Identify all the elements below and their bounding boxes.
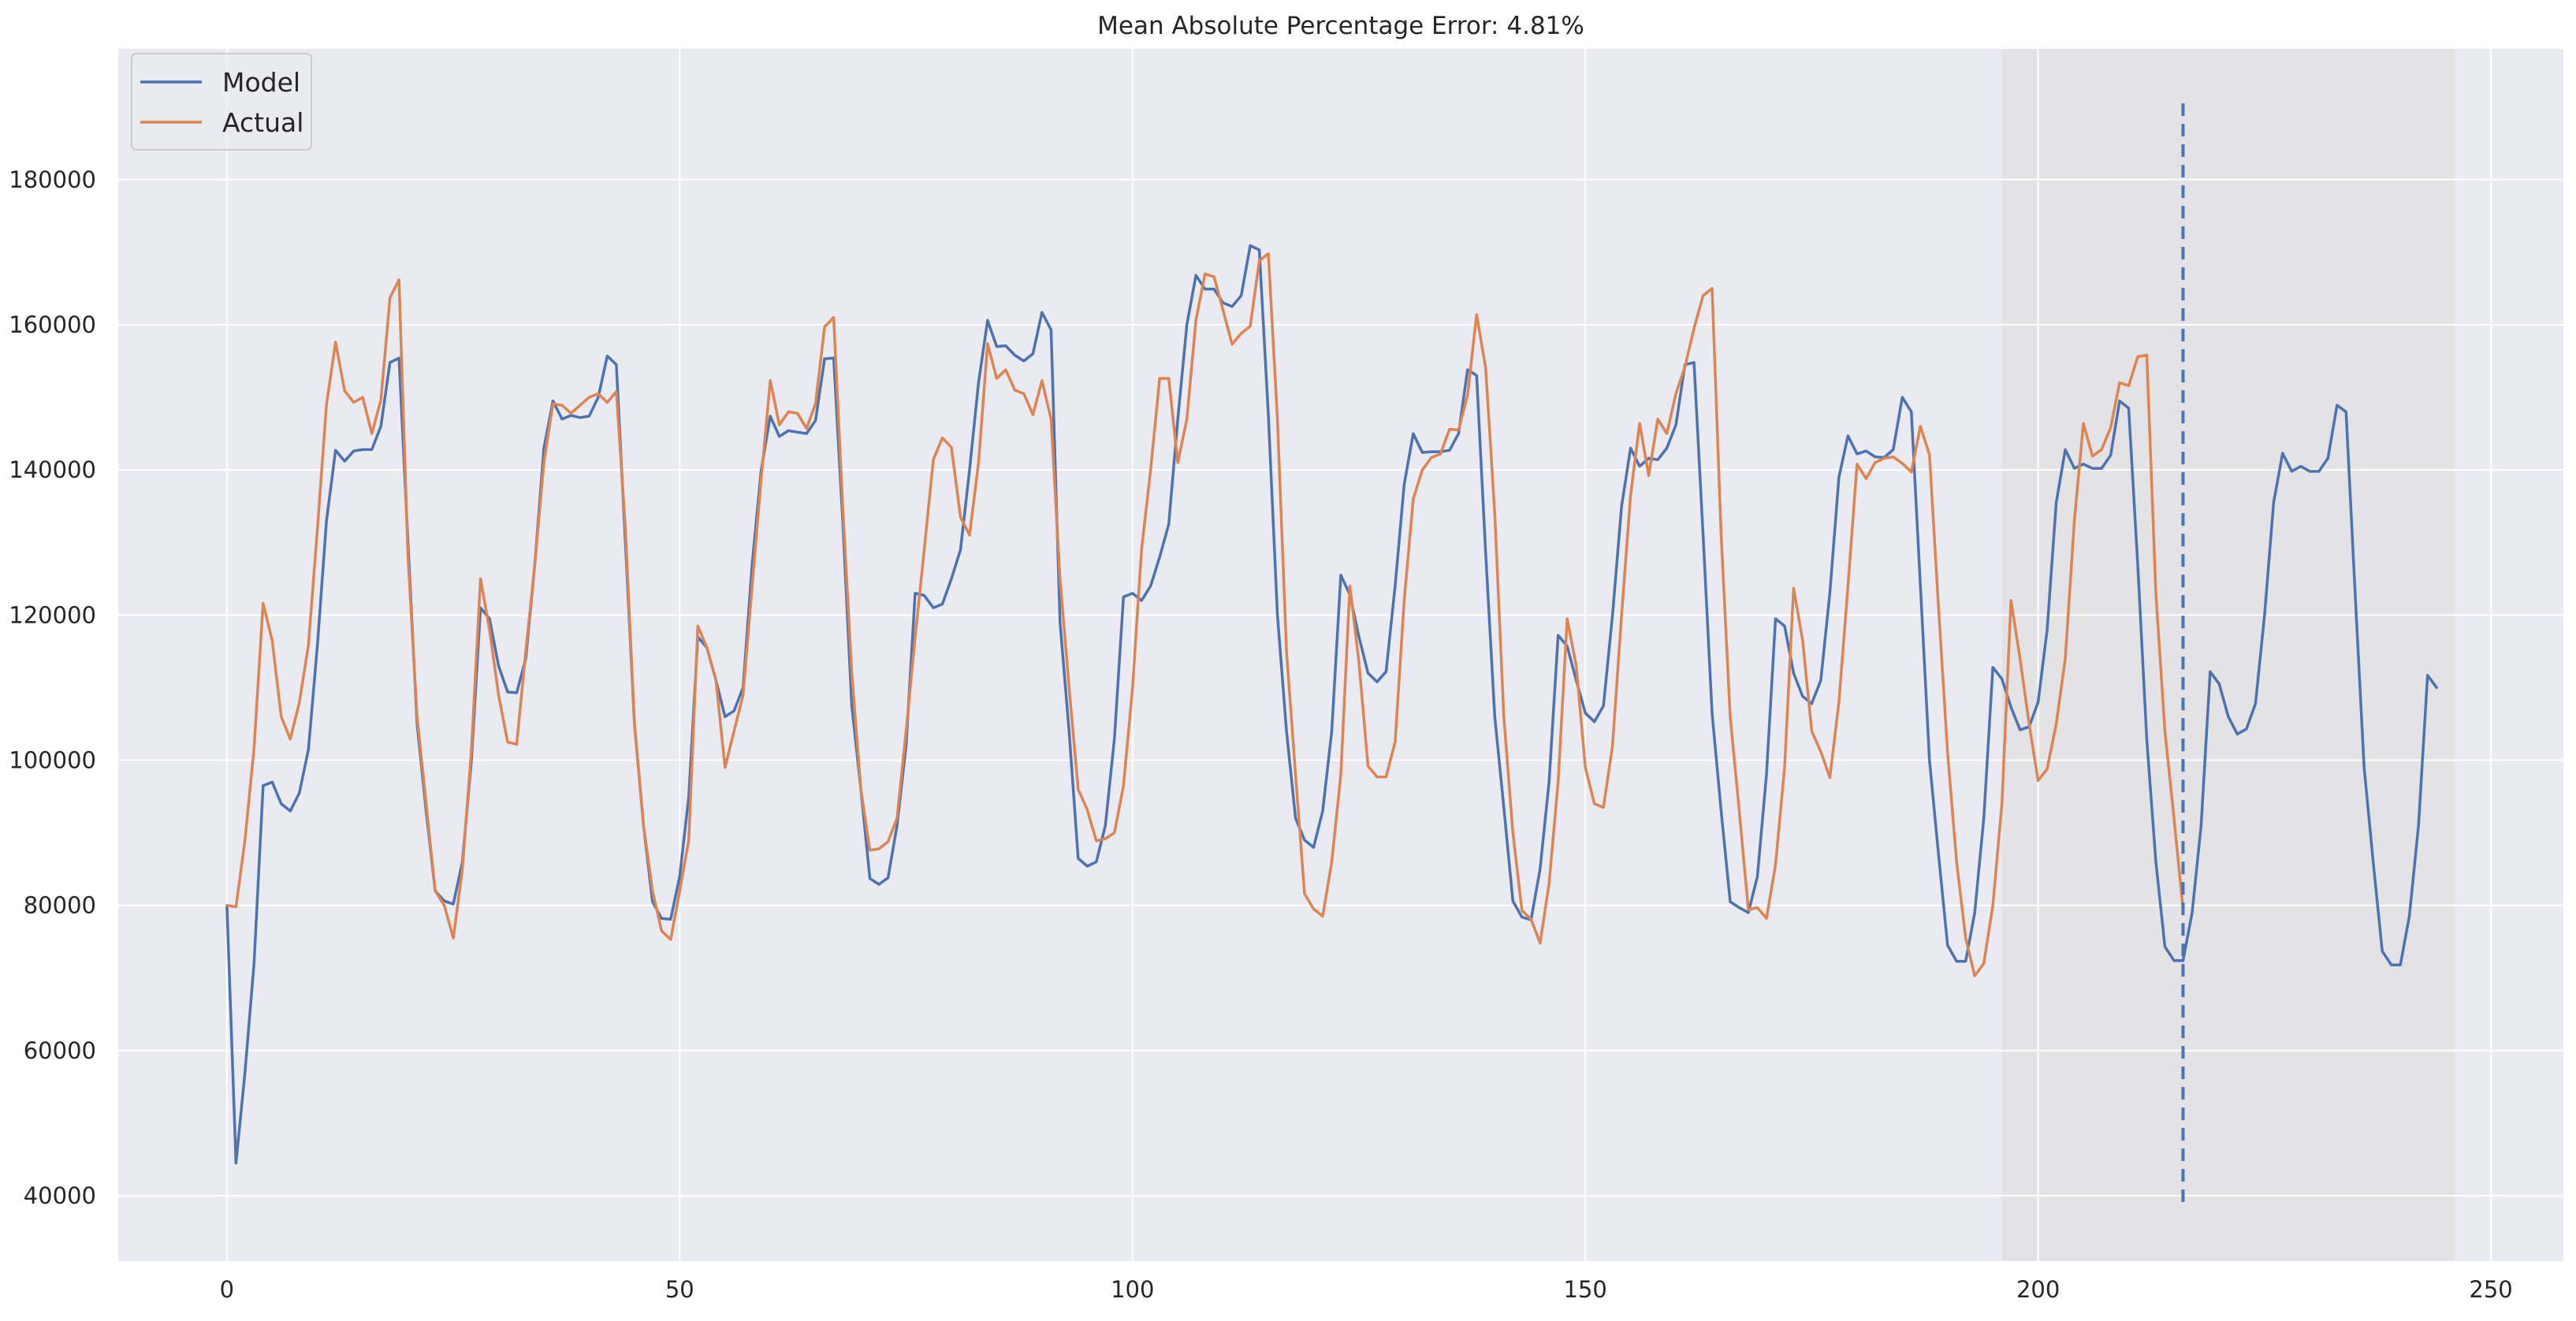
y-tick-label: 80000 [24, 892, 96, 919]
y-tick-label: 100000 [9, 747, 96, 774]
y-tick-label: 140000 [9, 456, 96, 483]
forecast-shaded-region [2001, 49, 2455, 1261]
y-tick-label: 60000 [24, 1037, 96, 1064]
legend-box [131, 53, 312, 151]
x-tick-label: 250 [2469, 1276, 2512, 1303]
y-tick-label: 120000 [9, 601, 96, 628]
series-line-actual [225, 251, 2185, 977]
y-tick-label: 180000 [9, 166, 96, 193]
legend-label-model: Model [222, 67, 300, 98]
series-line-model [225, 244, 2438, 1165]
x-tick-label: 100 [1111, 1276, 1154, 1303]
x-tick-label: 50 [665, 1276, 694, 1303]
legend-label-actual: Actual [222, 107, 303, 138]
legend: Model Actual [131, 53, 312, 151]
y-tick-label: 40000 [24, 1182, 96, 1209]
x-tick-label: 150 [1564, 1276, 1607, 1303]
x-tick-label: 0 [220, 1276, 234, 1303]
chart-title: Mean Absolute Percentage Error: 4.81% [1097, 12, 1584, 40]
x-tick-label: 200 [2016, 1276, 2060, 1303]
y-tick-label: 160000 [9, 311, 96, 338]
